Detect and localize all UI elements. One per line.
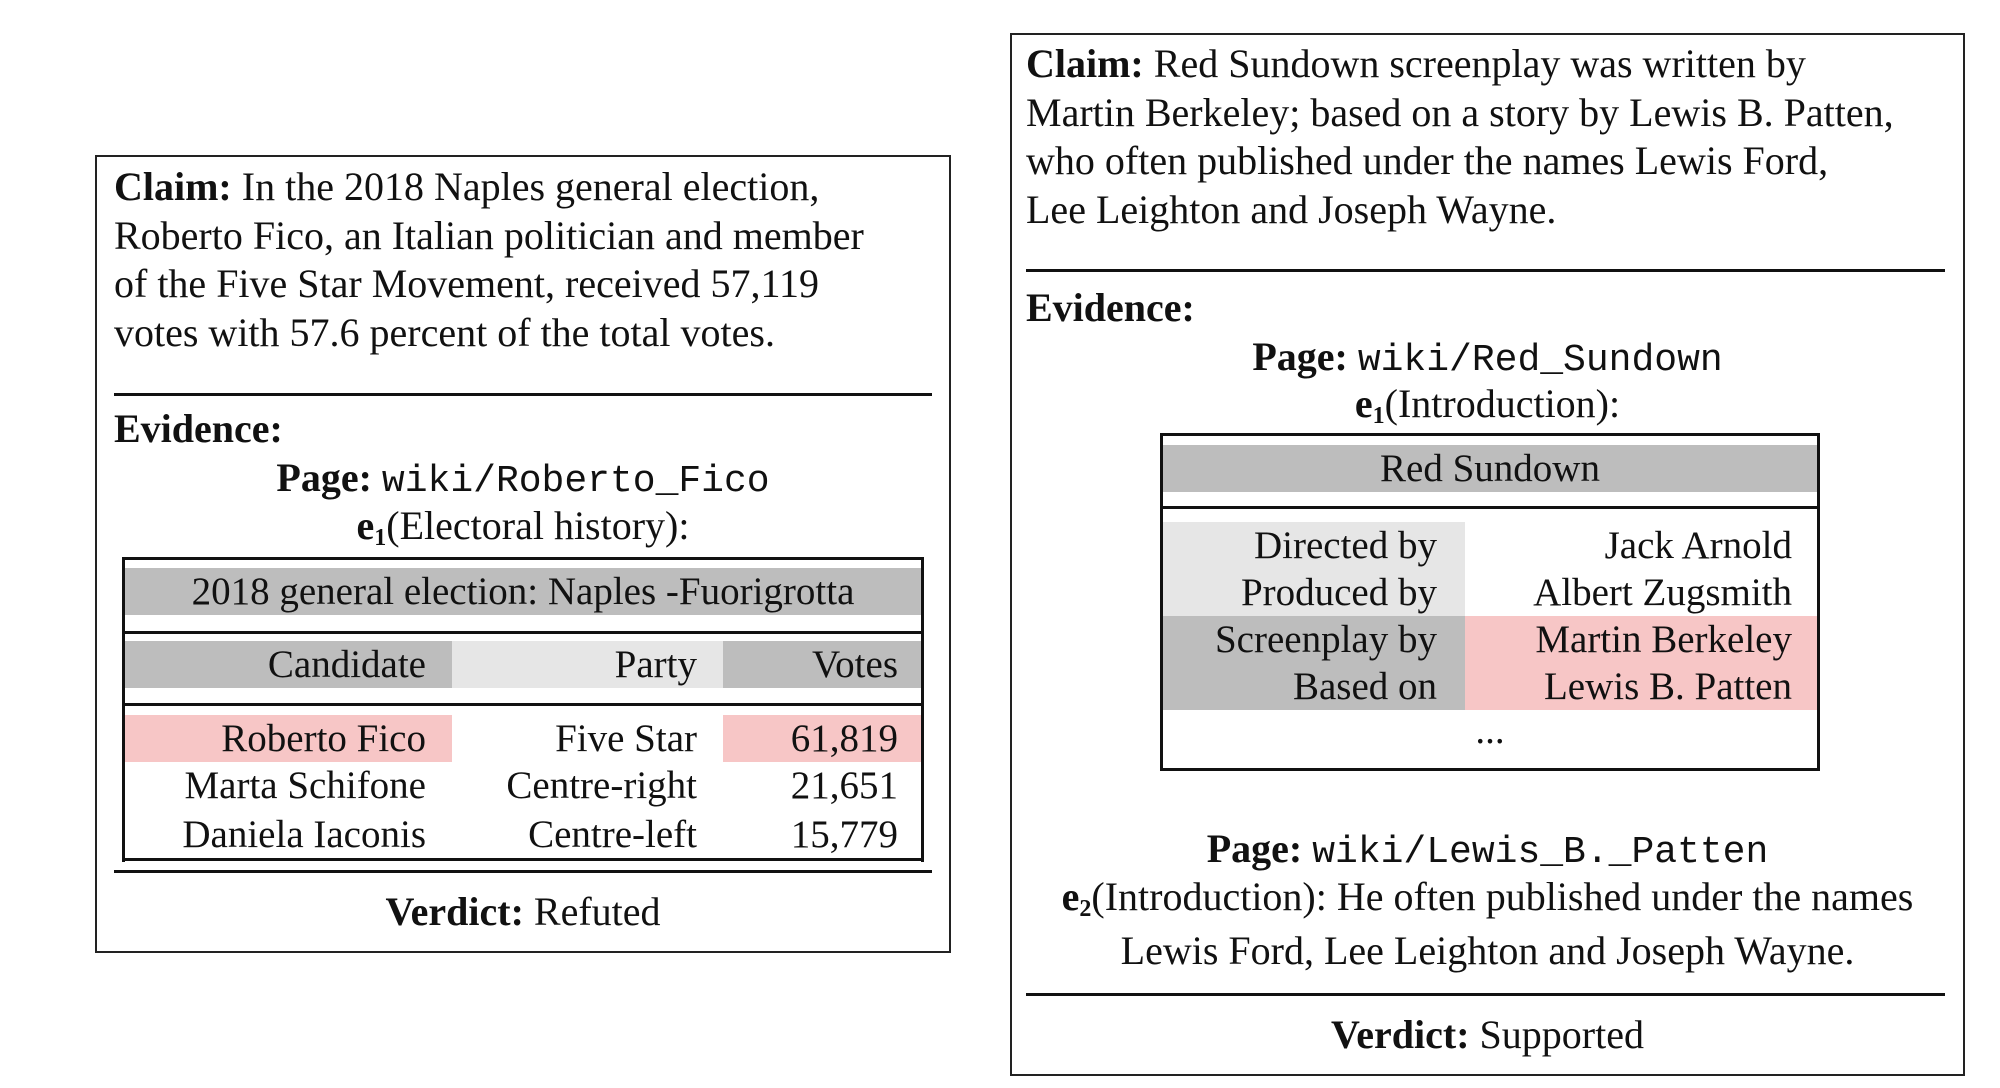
table-border [1160, 433, 1163, 768]
infobox-title: Red Sundown [1160, 445, 1820, 492]
infobox-value: Albert Zugsmith [1533, 571, 1792, 614]
claim-label: Claim: [1026, 41, 1144, 86]
table-border [1817, 433, 1820, 768]
infobox-label: Screenplay by [1160, 616, 1465, 663]
claim-line: Martin Berkeley; based on a story by Lew… [1026, 89, 1894, 135]
table-cell: 21,651 [790, 764, 898, 807]
table-border [122, 557, 125, 862]
table-rule [1160, 768, 1820, 771]
infobox-label: Produced by [1160, 569, 1465, 616]
claim-line: of the Five Star Movement, received 57,1… [114, 261, 819, 306]
verdict-value: Supported [1479, 1012, 1644, 1057]
claim-label: Claim: [114, 164, 232, 209]
divider [114, 393, 932, 396]
claim-panel-refuted: Claim: In the 2018 Naples general electi… [95, 155, 951, 953]
page-url: wiki/Lewis_B._Patten [1312, 831, 1769, 874]
evidence-heading: Evidence: [1026, 285, 1195, 330]
claim-panel-supported: Claim: Red Sundown screenplay was writte… [1010, 33, 1965, 1076]
column-header-candidate: Candidate [122, 641, 452, 688]
verdict: Verdict: Refuted [97, 888, 949, 936]
evidence-id: e1(Electoral history): [356, 503, 690, 551]
evidence-id: e1(Introduction): [1354, 381, 1621, 429]
verdict-label: Verdict: [385, 889, 524, 934]
verdict-label: Verdict: [1331, 1012, 1470, 1057]
evidence-heading: Evidence: [114, 406, 283, 451]
infobox-value: Jack Arnold [1604, 524, 1792, 567]
table-cell: Marta Schifone [184, 764, 426, 807]
infobox-label: Directed by [1160, 522, 1465, 569]
claim-line: Roberto Fico, an Italian politician and … [114, 212, 864, 258]
table-rule [122, 631, 924, 634]
infobox-label: Based on [1160, 663, 1465, 710]
infobox-value: Lewis B. Patten [1465, 663, 1820, 710]
claim-line: votes with 57.6 percent of the total vot… [114, 309, 775, 355]
page-reference-2: Page: wiki/Lewis_B._Patten [1206, 826, 1769, 874]
table-cell: 61,819 [723, 715, 924, 762]
verdict: Verdict: Supported [1012, 1011, 1963, 1059]
divider [114, 870, 932, 873]
infobox-ellipsis: ... [1475, 709, 1505, 752]
page-reference: Page: wiki/Red_Sundown [1252, 334, 1723, 382]
page-url: wiki/Roberto_Fico [381, 460, 770, 503]
divider [1026, 269, 1945, 272]
table-cell: Five Star [555, 717, 697, 760]
table-rule [122, 703, 924, 706]
verdict-value: Refuted [533, 889, 661, 934]
table-cell: Daniela Iaconis [182, 813, 426, 856]
claim-line: Red Sundown screenplay was written by [1153, 41, 1806, 86]
table-cell: 15,779 [790, 813, 898, 856]
table-rule [1160, 433, 1820, 436]
claim-line: Lee Leighton and Joseph Wayne. [1026, 186, 1557, 232]
claim-line: who often published under the names Lewi… [1026, 138, 1829, 183]
page-reference: Page: wiki/Roberto_Fico [276, 455, 770, 503]
table-cell: Centre-right [506, 764, 697, 807]
evidence-2-text: e2(Introduction): He often published und… [1061, 874, 1914, 973]
table-cell: Roberto Fico [122, 715, 452, 762]
table-border [921, 557, 924, 862]
page-url: wiki/Red_Sundown [1357, 339, 1723, 382]
claim-text: Claim: In the 2018 Naples general electi… [114, 163, 864, 357]
infobox-value: Martin Berkeley [1465, 616, 1820, 663]
table-title: 2018 general election: Naples -Fuorigrot… [122, 568, 924, 615]
divider [1026, 993, 1945, 996]
column-header-votes: Votes [723, 641, 924, 688]
table-rule [122, 858, 924, 861]
claim-line: In the 2018 Naples general election, [241, 164, 820, 209]
column-header-party: Party [452, 641, 723, 688]
claim-text: Claim: Red Sundown screenplay was writte… [1026, 40, 1894, 234]
table-rule [122, 557, 924, 560]
table-rule [1160, 506, 1820, 509]
table-cell: Centre-left [528, 813, 697, 856]
